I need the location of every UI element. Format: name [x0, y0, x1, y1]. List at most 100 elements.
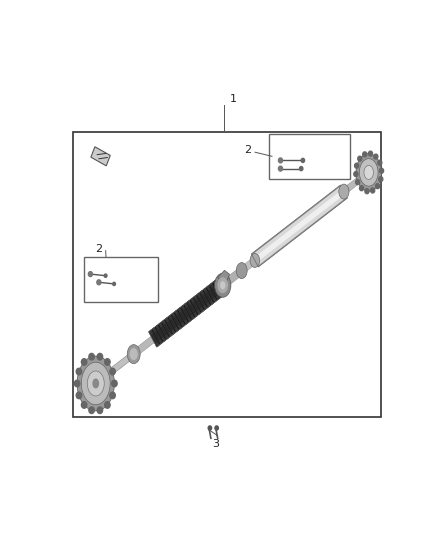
Polygon shape — [152, 327, 163, 344]
Polygon shape — [155, 325, 166, 342]
Ellipse shape — [81, 362, 110, 405]
Circle shape — [300, 166, 303, 171]
Circle shape — [356, 180, 360, 184]
Circle shape — [365, 189, 369, 193]
Polygon shape — [154, 331, 161, 341]
Circle shape — [97, 407, 102, 414]
Polygon shape — [157, 328, 164, 338]
Polygon shape — [177, 313, 183, 324]
Polygon shape — [178, 307, 188, 325]
Polygon shape — [184, 302, 194, 320]
Circle shape — [355, 163, 359, 168]
Polygon shape — [218, 270, 230, 283]
Circle shape — [358, 156, 362, 161]
Polygon shape — [215, 284, 221, 294]
Polygon shape — [171, 312, 182, 330]
Ellipse shape — [127, 345, 140, 364]
Polygon shape — [159, 322, 169, 340]
Polygon shape — [168, 314, 179, 332]
Ellipse shape — [77, 356, 114, 411]
Ellipse shape — [220, 281, 226, 289]
Ellipse shape — [359, 159, 378, 186]
Polygon shape — [183, 309, 189, 319]
Text: 3: 3 — [212, 439, 219, 449]
Circle shape — [105, 402, 110, 408]
Circle shape — [301, 158, 304, 163]
Circle shape — [363, 152, 367, 157]
Bar — [74, 132, 381, 417]
Circle shape — [379, 168, 384, 173]
Polygon shape — [187, 300, 198, 318]
Polygon shape — [202, 294, 208, 304]
Circle shape — [371, 188, 374, 193]
Circle shape — [88, 272, 92, 277]
Circle shape — [76, 368, 81, 375]
Ellipse shape — [236, 263, 247, 279]
Polygon shape — [149, 329, 159, 347]
Text: 1: 1 — [230, 94, 237, 104]
Polygon shape — [212, 286, 218, 296]
Circle shape — [74, 380, 80, 387]
Polygon shape — [197, 293, 207, 310]
Circle shape — [279, 158, 283, 163]
Polygon shape — [212, 280, 223, 298]
Polygon shape — [195, 298, 202, 309]
Circle shape — [110, 368, 115, 375]
Polygon shape — [343, 174, 364, 195]
Polygon shape — [199, 296, 205, 306]
Ellipse shape — [217, 277, 228, 293]
Polygon shape — [132, 336, 154, 357]
Polygon shape — [194, 295, 204, 312]
Polygon shape — [162, 320, 172, 337]
Text: 2: 2 — [244, 145, 251, 155]
Polygon shape — [240, 257, 257, 274]
Polygon shape — [186, 306, 193, 316]
Polygon shape — [148, 278, 227, 347]
Circle shape — [279, 166, 283, 171]
Polygon shape — [189, 304, 196, 314]
Circle shape — [378, 160, 382, 165]
Polygon shape — [164, 324, 170, 333]
Ellipse shape — [250, 254, 260, 268]
Circle shape — [76, 392, 81, 399]
Ellipse shape — [87, 371, 104, 396]
Circle shape — [97, 353, 102, 360]
Polygon shape — [205, 292, 212, 301]
Polygon shape — [180, 311, 186, 321]
Polygon shape — [192, 301, 199, 311]
Circle shape — [374, 154, 378, 159]
Polygon shape — [181, 305, 191, 322]
Polygon shape — [252, 186, 347, 266]
Polygon shape — [174, 310, 185, 327]
Polygon shape — [216, 278, 226, 295]
Polygon shape — [203, 287, 214, 305]
Circle shape — [360, 186, 364, 191]
Circle shape — [215, 426, 219, 430]
Ellipse shape — [356, 154, 381, 191]
Polygon shape — [218, 281, 224, 292]
Polygon shape — [208, 289, 215, 299]
Polygon shape — [200, 290, 211, 308]
Polygon shape — [251, 185, 347, 267]
Polygon shape — [209, 282, 220, 300]
Circle shape — [112, 380, 117, 387]
Polygon shape — [91, 147, 110, 166]
Polygon shape — [173, 316, 180, 326]
Circle shape — [104, 274, 107, 277]
Circle shape — [113, 282, 116, 286]
Circle shape — [354, 172, 358, 176]
Bar — [268, 134, 350, 179]
Circle shape — [110, 392, 115, 399]
Polygon shape — [221, 267, 244, 289]
Circle shape — [89, 407, 94, 414]
Polygon shape — [170, 318, 177, 328]
Polygon shape — [167, 321, 173, 331]
Circle shape — [89, 353, 94, 360]
Polygon shape — [151, 333, 158, 343]
Circle shape — [105, 359, 110, 365]
Polygon shape — [254, 189, 345, 263]
Polygon shape — [165, 317, 176, 335]
Circle shape — [208, 426, 212, 430]
Ellipse shape — [130, 348, 138, 360]
Bar — [84, 257, 158, 302]
